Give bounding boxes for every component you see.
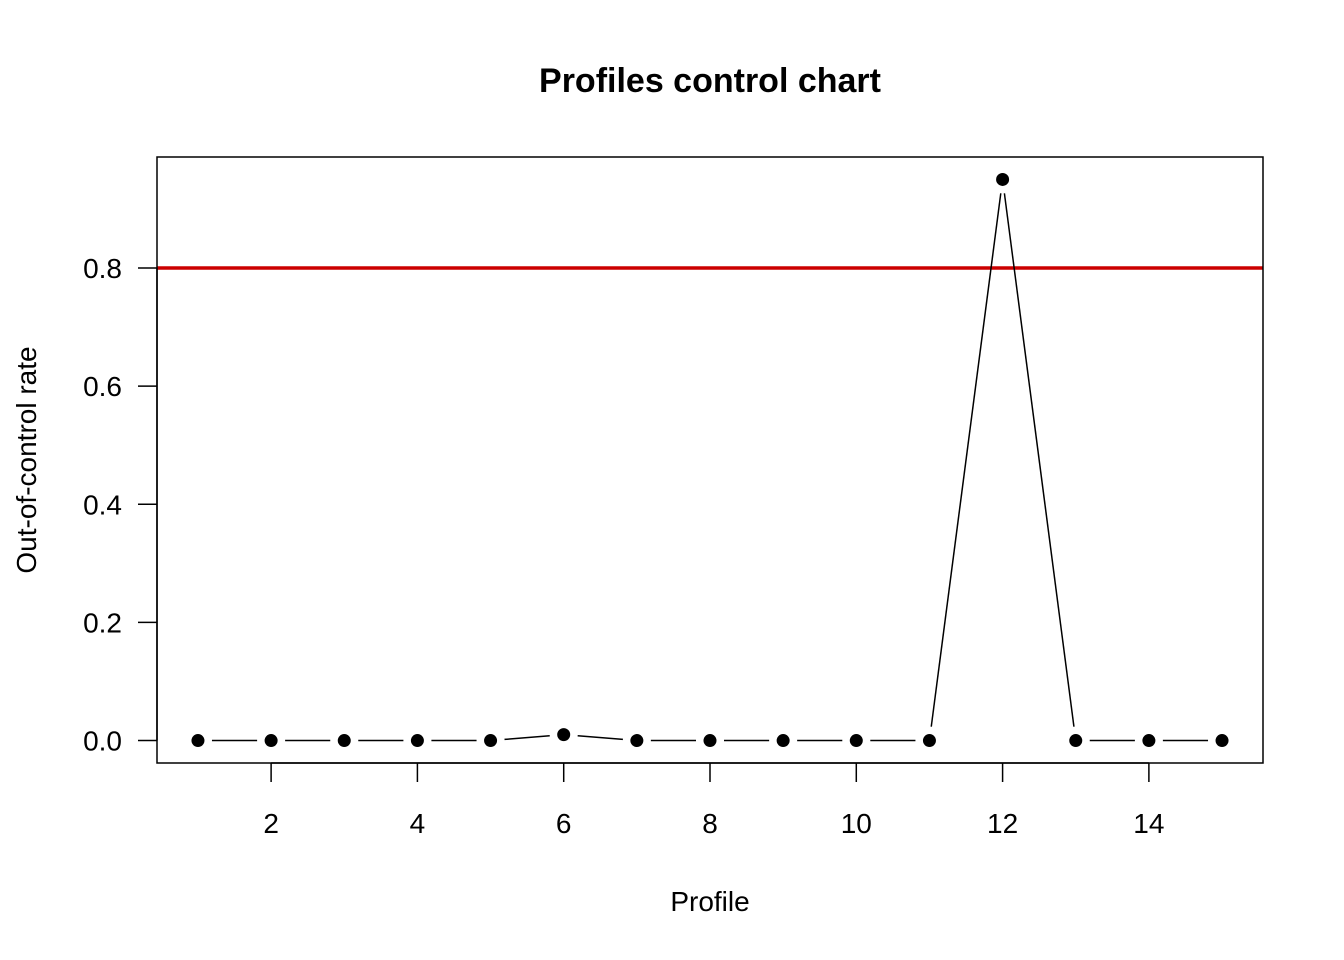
plot-frame — [156, 156, 1264, 764]
data-point — [410, 734, 424, 748]
x-tick-label: 6 — [556, 808, 572, 839]
x-tick-label: 2 — [263, 808, 279, 839]
series-segment — [1003, 193, 1075, 727]
x-tick-label: 14 — [1133, 808, 1164, 839]
data-point — [1142, 734, 1156, 748]
y-tick-label: 0.2 — [83, 607, 122, 638]
y-tick-label: 0.4 — [83, 489, 122, 520]
series-segment — [504, 735, 550, 741]
data-point — [1069, 734, 1083, 748]
x-axis: 2 4 6 8 10 12 14 — [263, 762, 1164, 839]
series-segment — [577, 735, 623, 741]
data-point — [484, 734, 498, 748]
y-tick-label: 0.0 — [83, 726, 122, 757]
series-segment — [930, 193, 1002, 727]
x-tick-label: 8 — [702, 808, 718, 839]
y-tick-label: 0.8 — [83, 253, 122, 284]
x-axis-label: Profile — [670, 886, 749, 917]
plot-marks — [157, 172, 1263, 748]
y-tick-label: 0.6 — [83, 371, 122, 402]
data-point — [922, 734, 936, 748]
data-point — [191, 734, 205, 748]
data-point — [264, 734, 278, 748]
data-point — [776, 734, 790, 748]
y-axis-label: Out-of-control rate — [11, 346, 42, 573]
y-axis: 0.0 0.2 0.4 0.6 0.8 — [83, 253, 158, 757]
x-tick-label: 4 — [410, 808, 426, 839]
x-tick-label: 10 — [841, 808, 872, 839]
data-point — [849, 734, 863, 748]
data-point — [557, 728, 571, 742]
chart-title: Profiles control chart — [539, 62, 881, 100]
data-point — [703, 734, 717, 748]
data-point — [1215, 734, 1229, 748]
data-point — [996, 172, 1010, 186]
data-point — [337, 734, 351, 748]
x-tick-label: 12 — [987, 808, 1018, 839]
data-point — [630, 734, 644, 748]
